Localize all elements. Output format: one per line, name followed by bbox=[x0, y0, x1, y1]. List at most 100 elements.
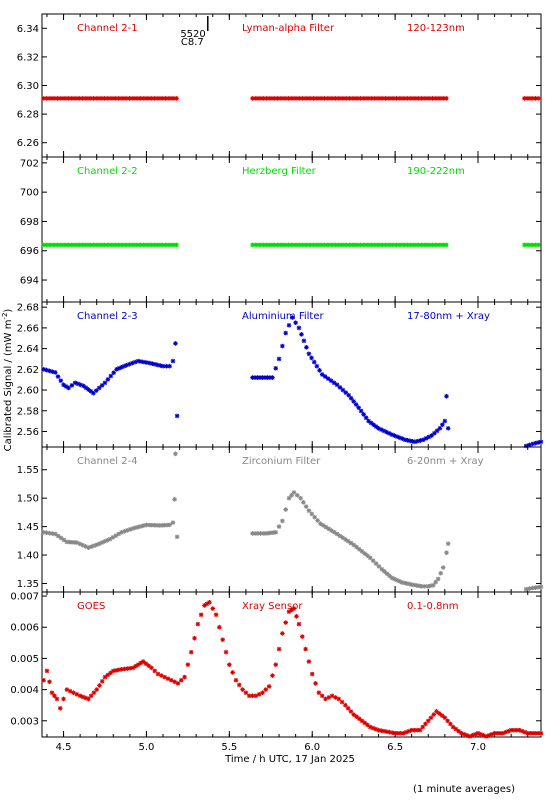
data-point bbox=[58, 378, 64, 384]
data-point bbox=[538, 584, 544, 590]
data-point bbox=[159, 673, 164, 678]
data-point bbox=[82, 96, 88, 101]
data-point bbox=[107, 96, 113, 101]
y-tick-label: 1.35 bbox=[17, 579, 39, 590]
data-point bbox=[195, 621, 201, 627]
data-point bbox=[425, 584, 431, 589]
data-point bbox=[318, 521, 323, 527]
data-point bbox=[138, 523, 144, 529]
data-point bbox=[57, 242, 63, 248]
data-point bbox=[522, 242, 527, 248]
data-point bbox=[297, 96, 302, 101]
data-point bbox=[533, 585, 538, 590]
data-point bbox=[423, 721, 428, 727]
data-point bbox=[164, 363, 169, 369]
channel-label: Channel 2-3 bbox=[77, 311, 138, 322]
data-point bbox=[217, 624, 222, 630]
data-point bbox=[125, 528, 130, 533]
data-point bbox=[327, 96, 333, 101]
data-point bbox=[267, 375, 273, 380]
data-point bbox=[107, 242, 113, 248]
panel-frame bbox=[41, 156, 542, 303]
data-point bbox=[419, 242, 424, 248]
data-point bbox=[290, 315, 295, 320]
data-point bbox=[158, 363, 163, 368]
panel-2: 694 696 698 700 702 Channel 2-2 Herzberg Filte… bbox=[20, 156, 542, 303]
data-point bbox=[124, 96, 130, 101]
data-point bbox=[60, 96, 66, 101]
data-point bbox=[437, 711, 442, 716]
data-point bbox=[77, 541, 83, 547]
data-point bbox=[478, 731, 484, 737]
data-point bbox=[486, 733, 492, 738]
data-point bbox=[86, 545, 91, 550]
data-point bbox=[370, 725, 376, 731]
data-point bbox=[365, 722, 370, 728]
data-point bbox=[258, 96, 264, 101]
data-point bbox=[280, 518, 285, 524]
data-point bbox=[459, 730, 464, 736]
data-point bbox=[172, 497, 177, 502]
data-point bbox=[99, 383, 105, 388]
data-point bbox=[138, 660, 143, 666]
data-point bbox=[405, 437, 410, 443]
data-point bbox=[61, 537, 67, 543]
data-point bbox=[255, 375, 260, 380]
data-point bbox=[340, 387, 346, 393]
data-point bbox=[305, 242, 311, 248]
data-point bbox=[130, 360, 135, 366]
data-point bbox=[341, 96, 347, 101]
data-point bbox=[93, 242, 99, 248]
data-point bbox=[324, 242, 330, 248]
data-point bbox=[406, 581, 412, 587]
data-point bbox=[272, 96, 277, 101]
data-point bbox=[210, 606, 216, 611]
data-point bbox=[105, 672, 111, 678]
data-point bbox=[441, 242, 446, 248]
data-point bbox=[320, 523, 326, 528]
data-point bbox=[299, 634, 305, 639]
data-point bbox=[381, 428, 387, 434]
data-point bbox=[403, 729, 409, 735]
data-point bbox=[283, 620, 288, 625]
data-point bbox=[163, 96, 168, 101]
data-point bbox=[202, 603, 207, 608]
data-point bbox=[261, 96, 266, 101]
data-point bbox=[113, 533, 119, 539]
data-point bbox=[319, 693, 325, 699]
data-point bbox=[276, 356, 282, 362]
data-point bbox=[69, 383, 75, 388]
data-point bbox=[80, 694, 86, 700]
data-point bbox=[530, 441, 536, 447]
data-point bbox=[105, 537, 110, 543]
data-point bbox=[302, 96, 308, 101]
data-point bbox=[497, 730, 503, 736]
data-point bbox=[334, 531, 340, 537]
data-point bbox=[389, 575, 395, 581]
data-point bbox=[110, 242, 116, 248]
data-point bbox=[301, 338, 307, 344]
data-point bbox=[306, 508, 312, 513]
data-point bbox=[297, 242, 302, 248]
data-point bbox=[527, 242, 533, 248]
data-point bbox=[388, 96, 394, 101]
data-point bbox=[293, 320, 298, 326]
data-point bbox=[88, 389, 94, 394]
data-point bbox=[252, 375, 258, 380]
data-point bbox=[159, 523, 165, 528]
data-point bbox=[355, 242, 361, 248]
data-point bbox=[280, 242, 286, 248]
data-point bbox=[174, 96, 179, 101]
data-point bbox=[387, 573, 392, 578]
data-point bbox=[355, 96, 361, 101]
data-point bbox=[97, 541, 102, 546]
data-point bbox=[246, 693, 252, 699]
data-point bbox=[250, 96, 255, 101]
data-point bbox=[93, 96, 99, 101]
data-point bbox=[113, 242, 118, 248]
data-point bbox=[434, 428, 440, 434]
data-point bbox=[377, 242, 383, 248]
data-point bbox=[270, 375, 275, 380]
data-point bbox=[44, 96, 49, 101]
